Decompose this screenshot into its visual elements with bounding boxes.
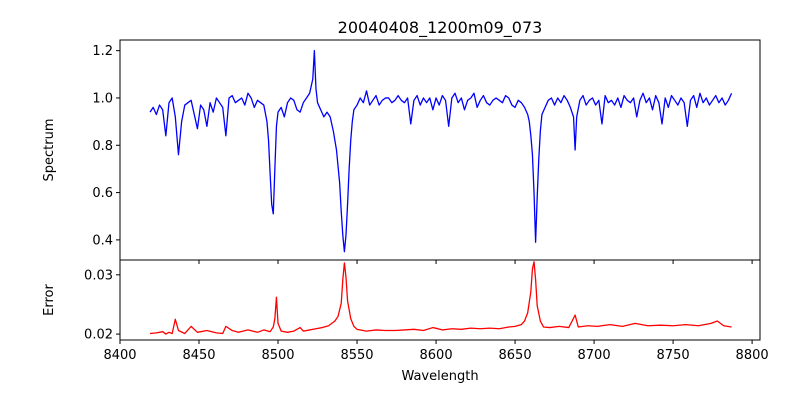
error-series-group bbox=[149, 261, 732, 335]
y-tick-label: 0.4 bbox=[92, 233, 113, 248]
y-tick-label: 0.8 bbox=[92, 139, 113, 154]
x-tick-label: 8700 bbox=[578, 348, 611, 363]
x-tick-label: 8800 bbox=[736, 348, 769, 363]
x-tick-label: 8400 bbox=[103, 348, 136, 363]
error-panel: 8400 8450 8500 8550 8600 8650 8700 8750 8800 0.02… bbox=[84, 259, 769, 363]
x-tick-label: 8750 bbox=[657, 348, 690, 363]
y-tick-label: 1.2 bbox=[92, 44, 113, 59]
chart-title: 20040408_1200m09_073 bbox=[338, 18, 543, 38]
x-tick-label: 8550 bbox=[340, 348, 373, 363]
error-axis-ticks: 8400 8450 8500 8550 8600 8650 8700 8750 8800 0.02… bbox=[84, 268, 769, 363]
error-y-axis-label: Error bbox=[42, 284, 57, 316]
y-tick-label: 0.02 bbox=[84, 328, 113, 343]
spectrum-series-line bbox=[149, 50, 733, 253]
y-tick-label: 0.6 bbox=[92, 186, 113, 201]
x-tick-label: 8650 bbox=[499, 348, 532, 363]
x-tick-label: 8450 bbox=[182, 348, 215, 363]
y-tick-label: 0.03 bbox=[84, 268, 113, 283]
x-tick-label: 8500 bbox=[261, 348, 294, 363]
spectrum-y-axis-label: Spectrum bbox=[42, 119, 57, 182]
y-tick-label: 1.0 bbox=[92, 91, 113, 106]
error-series-line bbox=[149, 261, 732, 335]
spectrum-axis-ticks: 0.4 0.6 0.8 1.0 1.2 bbox=[92, 44, 753, 264]
spectrum-series-group bbox=[149, 50, 733, 253]
error-axes-frame bbox=[119, 259, 761, 341]
x-tick-label: 8600 bbox=[420, 348, 453, 363]
x-axis-label: Wavelength bbox=[401, 369, 478, 384]
